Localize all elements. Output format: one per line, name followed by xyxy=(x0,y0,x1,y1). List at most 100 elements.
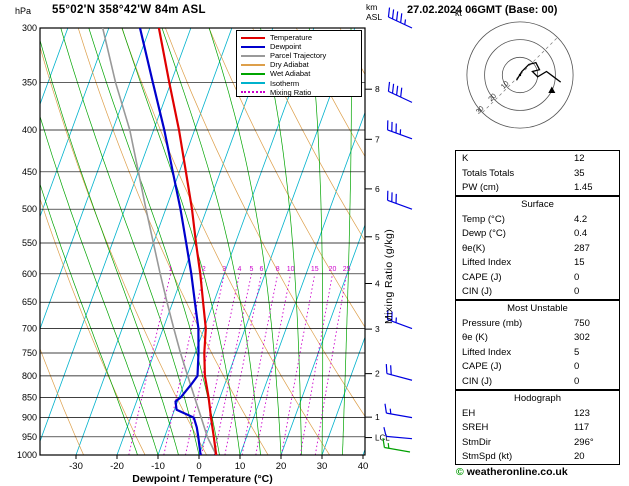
stat-row: StmDir 296° xyxy=(456,435,619,450)
mixing-ratio-value-label: 15 xyxy=(311,266,319,273)
stat-value: 287 xyxy=(574,242,590,254)
stat-value: 123 xyxy=(574,407,590,419)
mixing-ratio-value-label: 4 xyxy=(238,266,242,273)
legend-label: Wet Adiabat xyxy=(270,69,311,79)
dry-adiabat-line xyxy=(40,347,84,455)
isotherm-line xyxy=(280,223,365,455)
temperature-curve xyxy=(157,28,218,455)
pressure-tick-label: 500 xyxy=(22,204,37,214)
pressure-tick-label: 800 xyxy=(22,371,37,381)
stat-row: PW (cm) 1.45 xyxy=(456,180,619,195)
copyright-symbol: © xyxy=(456,466,464,478)
wind-barb xyxy=(386,120,413,140)
stat-label: CIN (J) xyxy=(462,286,493,297)
legend: Temperature Dewpoint Parcel Trajectory Dry … xyxy=(236,30,362,97)
temp-tick-label: 40 xyxy=(358,461,369,472)
hodograph-ring xyxy=(484,39,556,111)
surface-panel-title: Surface xyxy=(521,199,554,210)
temp-tick-label: -10 xyxy=(151,461,165,472)
wet-adiabat-swatch xyxy=(241,72,265,75)
stat-value: 1.45 xyxy=(574,182,593,193)
mixing-ratio-line xyxy=(241,273,279,455)
datetime-label: 27.02.2024 06GMT (Base: 00) xyxy=(407,4,558,16)
x-axis-title: Dewpoint / Temperature (°C) xyxy=(132,473,273,485)
plot-frame xyxy=(39,27,366,456)
lcl-label: LCL xyxy=(375,434,390,443)
mixing-ratio-value-label: 1 xyxy=(169,266,173,273)
isotherm-line xyxy=(75,28,233,455)
stat-label: StmDir xyxy=(462,436,492,448)
wet-adiabat-line xyxy=(40,39,179,455)
legend-label: Parcel Trajectory xyxy=(270,51,327,61)
stat-label: CAPE (J) xyxy=(462,271,502,283)
mixing-ratio-value-label: 6 xyxy=(260,266,264,273)
dry-adiabat-line xyxy=(40,45,207,455)
hodograph-stats-panel: Hodograph EH 123 SREH 117 StmDir 296° StmSpd (… xyxy=(455,390,620,465)
mixing-ratio-value-label: 2 xyxy=(202,266,206,273)
mixing-ratio-line xyxy=(128,273,172,455)
stat-row: Temp (°C) 4.2 xyxy=(456,212,619,227)
copyright-text: weatheronline.co.uk xyxy=(466,466,568,478)
pressure-tick-label: 450 xyxy=(22,167,37,177)
stat-label: SREH xyxy=(462,422,489,433)
km-tick-label: 5 xyxy=(375,232,380,242)
mixing-ratio-value-label: 10 xyxy=(287,266,295,273)
pressure-tick-label: 400 xyxy=(22,125,37,135)
parcel-trajectory-swatch xyxy=(241,54,265,57)
legend-item: Dry Adiabat xyxy=(237,60,361,69)
pressure-tick-label: 750 xyxy=(22,348,37,358)
stat-row: Pressure (mb) 750 xyxy=(456,316,619,331)
mixing-ratio-line xyxy=(314,273,348,455)
stat-value: 4.2 xyxy=(574,213,588,225)
legend-item: Dewpoint xyxy=(237,42,361,51)
stat-label: θe(K) xyxy=(462,242,486,254)
stat-row: EH 123 xyxy=(456,406,619,421)
wind-barb xyxy=(382,438,411,453)
stat-row: Dewp (°C) 0.4 xyxy=(456,226,619,241)
stat-row: StmSpd (kt) 20 xyxy=(456,449,619,464)
dry-adiabat-swatch xyxy=(241,63,265,66)
stat-row: θe (K) 302 xyxy=(456,330,619,345)
temp-tick-label: -30 xyxy=(69,461,83,472)
wind-barb xyxy=(387,7,413,29)
station-title: 55°02'N 358°42'W 84m ASL xyxy=(52,4,206,16)
stat-value: 12 xyxy=(574,153,585,164)
dry-adiabat-line xyxy=(295,28,365,158)
pressure-tick-label: 850 xyxy=(22,392,37,402)
km-tick-label: 3 xyxy=(375,324,380,334)
wet-adiabat-line xyxy=(40,183,138,455)
pressure-tick-label: 950 xyxy=(22,432,37,442)
stat-row: SREH 117 xyxy=(456,420,619,435)
altitude-axis-unit: km ASL xyxy=(366,2,382,22)
km-tick-label: 6 xyxy=(375,184,380,194)
mixing-ratio-line xyxy=(255,273,292,455)
hodograph-unit-label: kt xyxy=(455,8,463,18)
km-tick-label: 2 xyxy=(375,369,380,379)
dry-adiabat-line xyxy=(0,28,22,455)
stat-label: PW (cm) xyxy=(462,182,499,193)
hodograph-ring-label: 10 xyxy=(500,80,511,91)
pressure-unit-label: hPa xyxy=(15,6,32,16)
storm-motion-marker xyxy=(548,86,556,94)
stat-value: 0 xyxy=(574,286,580,297)
km-tick-label: 4 xyxy=(375,279,380,289)
stat-value: 117 xyxy=(574,422,590,433)
legend-label: Mixing Ratio xyxy=(270,87,312,97)
isotherm-line xyxy=(40,28,192,443)
isotherm-line xyxy=(239,111,365,455)
stat-row: Lifted Index 5 xyxy=(456,345,619,360)
wind-barb xyxy=(387,81,413,103)
stat-value: 296° xyxy=(574,436,594,448)
stat-row: Lifted Index 15 xyxy=(456,255,619,270)
pressure-tick-label: 650 xyxy=(22,297,37,307)
pressure-tick-label: 900 xyxy=(22,413,37,423)
mixing-ratio-axis-label: Mixing Ratio (g/kg) xyxy=(383,228,395,324)
stat-value: 5 xyxy=(574,346,580,358)
stat-label: Dewp (°C) xyxy=(462,228,506,239)
stat-row: CAPE (J) 0 xyxy=(456,359,619,374)
wind-barb xyxy=(384,403,413,419)
temp-tick-label: 20 xyxy=(276,461,287,472)
legend-label: Isotherm xyxy=(270,78,300,88)
